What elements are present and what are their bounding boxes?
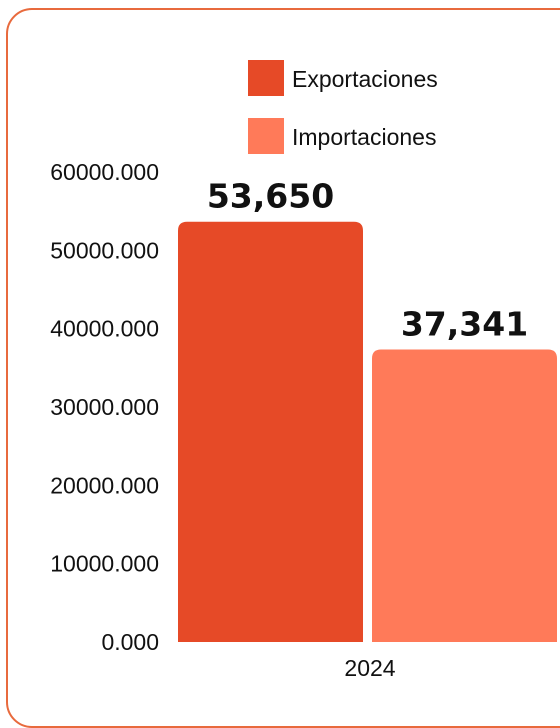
y-tick-label: 30000.000 — [50, 394, 159, 420]
bar-chart: 0.000 10000.000 20000.000 30000.000 40000.00… — [50, 60, 557, 681]
bar-exportaciones — [178, 221, 363, 642]
y-tick-label: 40000.000 — [50, 316, 159, 342]
y-tick-label: 20000.000 — [50, 472, 159, 498]
legend-swatch-importaciones — [248, 118, 284, 154]
bars: 53,650 37,341 — [178, 177, 557, 642]
x-tick-label: 2024 — [344, 655, 395, 681]
y-tick-label: 0.000 — [101, 629, 159, 655]
legend-swatch-exportaciones — [248, 60, 284, 96]
y-axis: 0.000 10000.000 20000.000 30000.000 40000.00… — [50, 159, 159, 655]
data-label-importaciones: 37,341 — [401, 304, 528, 343]
x-axis: 2024 — [344, 655, 395, 681]
y-tick-label: 60000.000 — [50, 159, 159, 185]
legend-label-exportaciones: Exportaciones — [292, 66, 438, 92]
data-label-exportaciones: 53,650 — [207, 177, 334, 216]
legend: Exportaciones Importaciones — [248, 60, 438, 154]
legend-label-importaciones: Importaciones — [292, 124, 436, 150]
y-tick-label: 50000.000 — [50, 237, 159, 263]
bar-importaciones — [372, 349, 557, 642]
y-tick-label: 10000.000 — [50, 551, 159, 577]
